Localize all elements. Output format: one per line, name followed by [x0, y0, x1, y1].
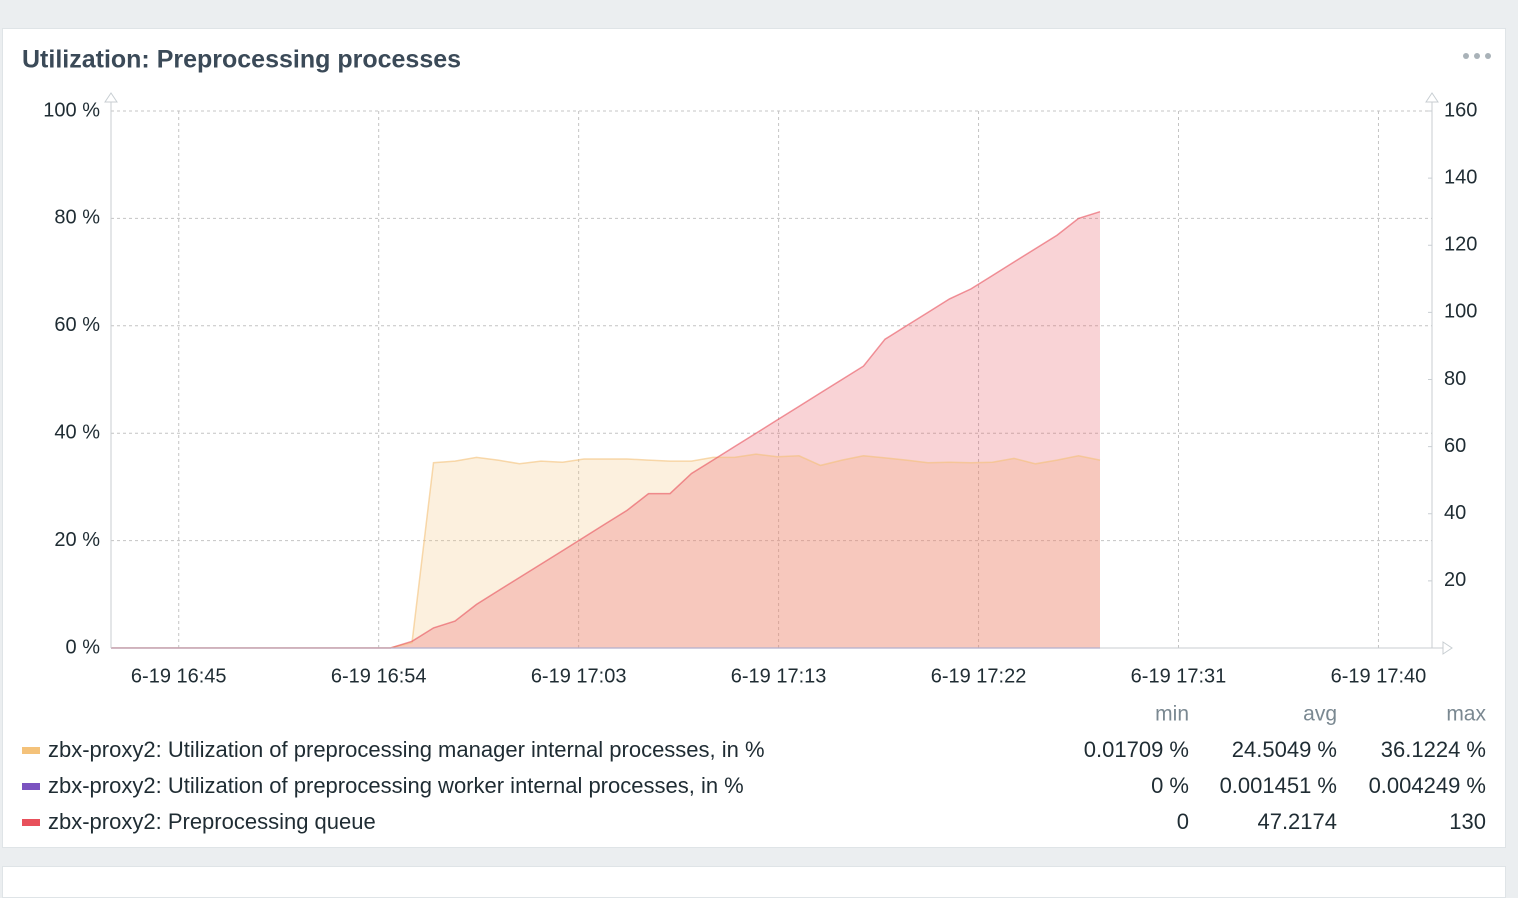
legend-stat: 47.2174 [1257, 809, 1337, 834]
legend-header: min [1155, 703, 1189, 726]
y-tick-label: 20 % [54, 529, 100, 551]
y-tick-label: 60 % [54, 314, 100, 336]
widget-title: Utilization: Preprocessing processes [22, 46, 461, 74]
legend-header: avg [1303, 703, 1337, 726]
x-tick-label: 6-19 17:13 [731, 665, 827, 687]
widget-panel [2, 28, 1506, 848]
menu-dot [1463, 53, 1469, 59]
x-tick-label: 6-19 16:45 [131, 665, 227, 687]
y-tick-label: 40 % [54, 421, 100, 443]
legend-stat: 0.001451 % [1220, 773, 1337, 798]
y2-tick-label: 20 [1444, 569, 1466, 591]
legend-stat: 0.01709 % [1084, 737, 1189, 762]
widget-menu[interactable] [1463, 53, 1491, 59]
legend-label: zbx-proxy2: Utilization of preprocessing… [48, 773, 744, 798]
legend-stat: 0 [1177, 809, 1189, 834]
y2-tick-label: 120 [1444, 234, 1477, 256]
legend-swatch [22, 783, 40, 790]
legend-label: zbx-proxy2: Preprocessing queue [48, 809, 376, 834]
legend-stat: 36.1224 % [1381, 737, 1486, 762]
y-tick-label: 100 % [43, 99, 100, 121]
legend-label: zbx-proxy2: Utilization of preprocessing… [48, 737, 765, 762]
x-tick-label: 6-19 17:22 [931, 665, 1027, 687]
area-fill [111, 211, 1100, 648]
legend-swatch [22, 747, 40, 754]
legend-stat: 130 [1449, 809, 1486, 834]
menu-dot [1474, 53, 1480, 59]
axis-arrow [104, 92, 118, 103]
legend-stat: 0 % [1151, 773, 1189, 798]
y2-tick-label: 40 [1444, 502, 1466, 524]
x-tick-label: 6-19 16:54 [331, 665, 427, 687]
area-fill [111, 454, 1100, 648]
axis-arrow [1442, 641, 1453, 655]
x-tick-label: 6-19 17:31 [1131, 665, 1227, 687]
legend-swatch [22, 819, 40, 826]
y2-tick-label: 140 [1444, 166, 1477, 188]
y2-tick-label: 60 [1444, 435, 1466, 457]
y2-tick-label: 160 [1444, 99, 1477, 121]
x-tick-label: 6-19 17:03 [531, 665, 627, 687]
y2-tick-label: 100 [1444, 301, 1477, 323]
y2-tick-label: 80 [1444, 368, 1466, 390]
legend-stat: 0.004249 % [1369, 773, 1486, 798]
x-tick-label: 6-19 17:40 [1331, 665, 1427, 687]
menu-dot [1485, 53, 1491, 59]
y-tick-label: 80 % [54, 207, 100, 229]
legend-header: max [1446, 703, 1486, 726]
y-tick-label: 0 % [66, 636, 101, 658]
axis-arrow [1425, 92, 1439, 103]
legend-stat: 24.5049 % [1232, 737, 1337, 762]
